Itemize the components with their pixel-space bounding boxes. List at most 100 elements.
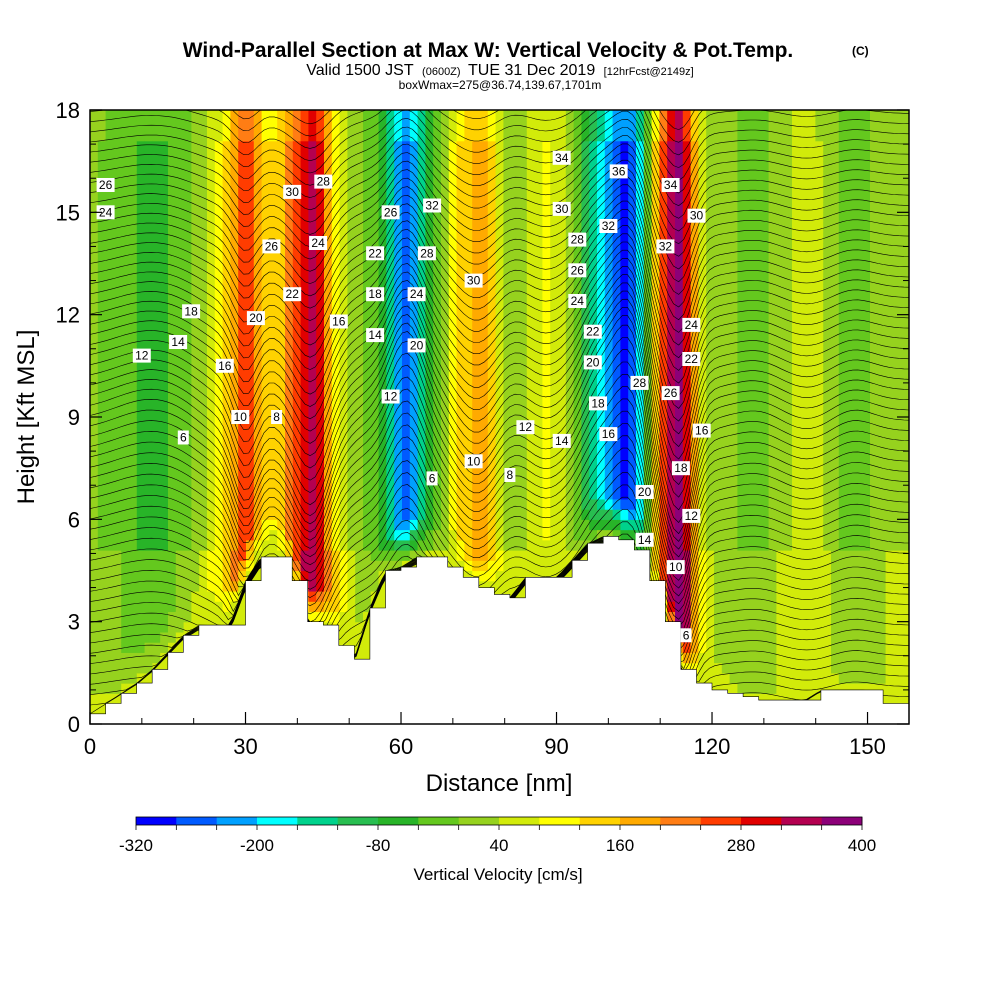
velocity-cell: [90, 550, 99, 561]
velocity-cell: [238, 273, 247, 285]
velocity-cell: [487, 120, 497, 132]
velocity-cell: [355, 140, 364, 152]
velocity-cell: [339, 243, 348, 254]
velocity-cell: [230, 212, 239, 224]
velocity-cell: [573, 171, 582, 183]
velocity-cell: [534, 468, 543, 479]
velocity-cell: [503, 202, 512, 213]
velocity-cell: [480, 181, 489, 193]
velocity-cell: [589, 498, 598, 510]
velocity-cell: [160, 570, 169, 582]
velocity-cell: [456, 519, 465, 531]
velocity-cell: [714, 345, 723, 357]
velocity-cell: [698, 263, 707, 275]
velocity-cell: [285, 120, 294, 132]
velocity-cell: [651, 232, 660, 244]
velocity-cell: [472, 294, 481, 306]
velocity-cell: [129, 683, 138, 694]
velocity-cell: [519, 550, 528, 561]
velocity-cell: [183, 447, 192, 459]
velocity-cell: [292, 355, 302, 367]
velocity-cell: [519, 468, 528, 479]
velocity-cell: [667, 550, 676, 561]
velocity-cell: [160, 447, 169, 459]
velocity-cell: [425, 427, 434, 439]
velocity-cell: [526, 355, 536, 367]
velocity-cell: [503, 550, 512, 561]
velocity-cell: [729, 150, 738, 162]
velocity-cell: [105, 253, 114, 265]
velocity-cell: [542, 417, 551, 428]
velocity-cell: [113, 539, 122, 551]
velocity-cell: [238, 283, 247, 295]
velocity-cell: [183, 243, 192, 254]
velocity-cell: [191, 181, 200, 193]
velocity-cell: [199, 529, 208, 541]
velocity-cell: [269, 550, 278, 561]
velocity-cell: [129, 365, 138, 377]
velocity-cell: [417, 457, 426, 469]
velocity-cell: [519, 498, 528, 510]
velocity-cell: [698, 447, 707, 459]
velocity-cell: [191, 294, 200, 306]
velocity-cell: [620, 191, 629, 203]
velocity-cell: [121, 202, 130, 213]
velocity-cell: [253, 498, 263, 510]
velocity-cell: [682, 662, 692, 674]
velocity-cell: [604, 437, 614, 449]
velocity-cell: [261, 386, 270, 398]
velocity-cell: [620, 396, 629, 408]
velocity-cell: [113, 110, 122, 121]
velocity-cell: [698, 457, 707, 469]
velocity-cell: [207, 457, 216, 469]
velocity-cell: [620, 406, 629, 418]
copyright-mark: (C): [852, 44, 869, 58]
velocity-cell: [604, 447, 614, 459]
velocity-cell: [425, 457, 434, 469]
velocity-cell: [363, 560, 372, 572]
velocity-cell: [487, 202, 497, 213]
velocity-cell: [456, 253, 465, 265]
velocity-cell: [105, 590, 114, 602]
velocity-cell: [589, 335, 598, 346]
velocity-cell: [113, 621, 122, 633]
velocity-cell: [597, 457, 606, 469]
velocity-cell: [675, 396, 684, 408]
velocity-cell: [480, 171, 489, 183]
velocity-cell: [175, 376, 185, 387]
velocity-cell: [175, 519, 185, 531]
velocity-cell: [448, 355, 458, 367]
velocity-cell: [456, 396, 465, 408]
velocity-cell: [620, 243, 629, 254]
velocity-cell: [363, 570, 372, 582]
velocity-cell: [269, 273, 278, 285]
velocity-cell: [402, 253, 411, 265]
velocity-cell: [370, 304, 380, 316]
velocity-cell: [682, 283, 692, 295]
velocity-cell: [129, 488, 138, 500]
velocity-cell: [589, 110, 598, 121]
velocity-cell: [386, 335, 395, 346]
velocity-cell: [269, 498, 278, 510]
velocity-cell: [604, 529, 614, 541]
velocity-cell: [386, 273, 395, 285]
velocity-cell: [628, 529, 637, 541]
velocity-cell: [409, 232, 419, 244]
velocity-cell: [97, 560, 107, 572]
velocity-cell: [651, 355, 660, 367]
velocity-cell: [324, 130, 333, 142]
velocity-cell: [667, 355, 676, 367]
velocity-cell: [324, 447, 333, 459]
velocity-cell: [277, 529, 286, 541]
velocity-cell: [152, 253, 161, 265]
velocity-cell: [144, 437, 153, 449]
velocity-cell: [456, 212, 465, 224]
velocity-cell: [675, 253, 684, 265]
velocity-cell: [222, 171, 231, 183]
velocity-cell: [90, 273, 99, 285]
velocity-cell: [308, 570, 317, 582]
velocity-cell: [589, 130, 598, 142]
velocity-cell: [589, 447, 598, 459]
velocity-cell: [214, 171, 224, 183]
velocity-cell: [191, 427, 200, 439]
